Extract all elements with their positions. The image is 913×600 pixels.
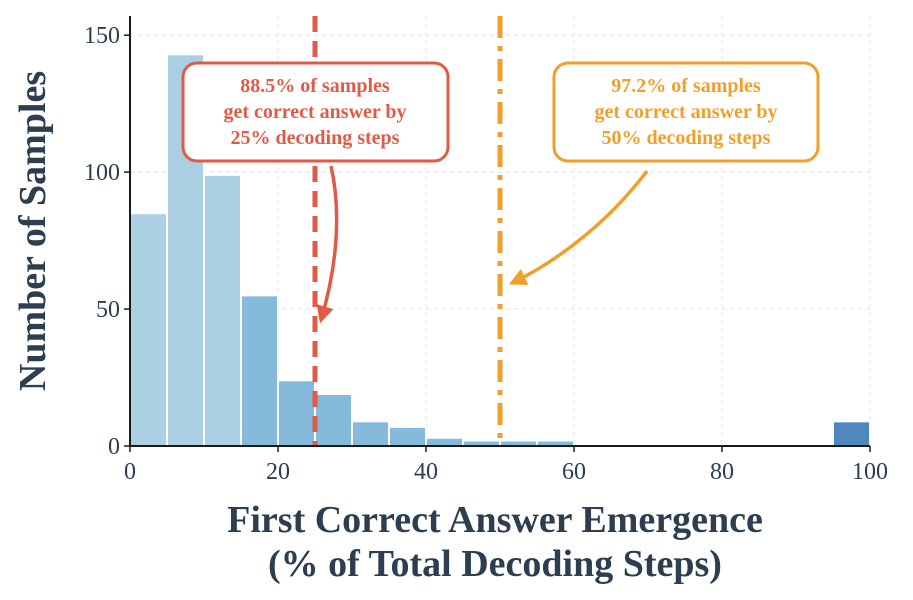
- histogram-bar-4: [277, 379, 316, 447]
- annotation-orange-line2: get correct answer by: [594, 101, 777, 123]
- histogram-bar-3: [240, 294, 279, 448]
- x-tick-label-4: 80: [710, 459, 734, 485]
- x-axis-title-line1: First Correct Answer Emergence: [227, 499, 763, 541]
- annotation-red-arrow: [316, 165, 339, 324]
- annotation-orange: 97.2% of samples get correct answer by 5…: [508, 61, 820, 285]
- axis-ticks: 0 20 40 60 80 100 0 50 100 150: [84, 23, 888, 485]
- histogram-bar-2: [203, 173, 242, 447]
- x-tick-label-5: 100: [852, 459, 888, 485]
- histogram-bar-12: [832, 420, 871, 447]
- annotation-orange-box: [552, 61, 820, 163]
- y-axis-title: Number of Samples: [12, 71, 54, 391]
- histogram-bar-6: [351, 420, 390, 447]
- annotation-red: 88.5% of samples get correct answer by 2…: [181, 61, 450, 324]
- annotation-red-box: [181, 61, 450, 163]
- y-tick-label-0: 0: [108, 434, 120, 460]
- threshold-lines: [312, 16, 503, 446]
- histogram-bar-8: [425, 436, 464, 448]
- x-tick-label-3: 60: [562, 459, 586, 485]
- x-axis-title-line2: (% of Total Decoding Steps): [268, 543, 722, 585]
- x-tick-label-0: 0: [124, 459, 136, 485]
- annotation-orange-line3: 50% decoding steps: [602, 127, 771, 149]
- x-tick-label-1: 20: [266, 459, 290, 485]
- annotation-red-line1: 88.5% of samples: [240, 75, 390, 97]
- histogram-bar-0: [129, 212, 168, 447]
- annotation-red-line3: 25% decoding steps: [231, 127, 400, 149]
- y-tick-label-3: 150: [84, 23, 120, 49]
- histogram-bars: [129, 53, 871, 448]
- annotation-orange-arrow: [508, 169, 649, 285]
- histogram-bar-7: [388, 425, 427, 448]
- y-tick-label-2: 100: [84, 160, 120, 186]
- x-tick-label-2: 40: [414, 459, 438, 485]
- y-tick-label-1: 50: [96, 297, 120, 323]
- annotation-orange-line1: 97.2% of samples: [611, 75, 761, 97]
- histogram-bar-5: [314, 392, 353, 448]
- annotation-red-line2: get correct answer by: [223, 101, 406, 123]
